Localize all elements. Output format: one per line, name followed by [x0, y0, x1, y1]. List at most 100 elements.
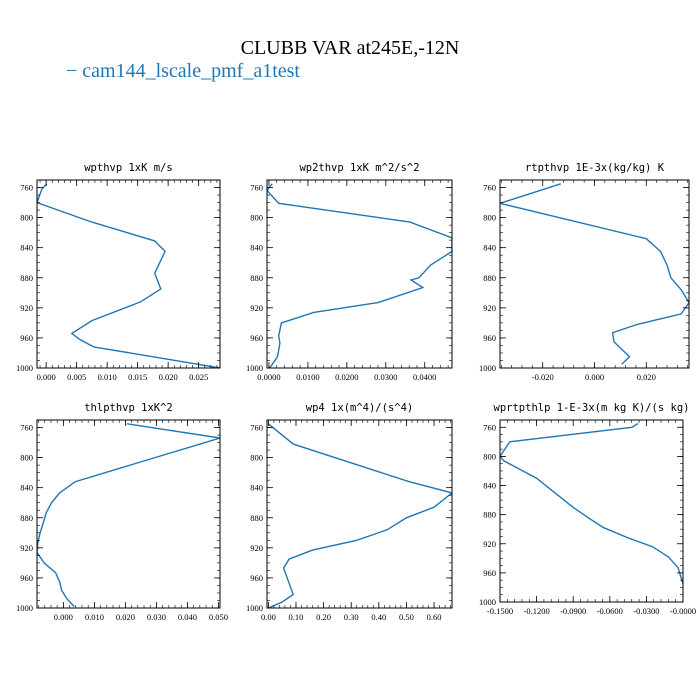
- x-tick-label: 0.040: [178, 612, 197, 622]
- y-tick-label: 880: [483, 510, 496, 520]
- x-tick-label: -0.1200: [523, 606, 549, 616]
- chart-panel-2: wp2thvp 1xK m^2/s^2 0.0000 0.0100 0.0200 0.0…: [246, 162, 453, 382]
- x-tick-label: -0.0000: [670, 606, 696, 616]
- y-tick-label: 760: [250, 183, 263, 193]
- x-tick-label: 0.0400: [413, 372, 436, 382]
- x-tick-label: 0.020: [116, 612, 135, 622]
- y-tick-label: 840: [250, 243, 263, 253]
- x-tick-label: -0.1500: [487, 606, 513, 616]
- x-tick-label: -0.0900: [560, 606, 586, 616]
- x-tick-label: -0.0600: [597, 606, 623, 616]
- y-tick-label: 760: [483, 183, 496, 193]
- y-tick-label: 960: [250, 333, 263, 343]
- x-tick-label: 0.60: [427, 612, 442, 622]
- y-tick-label: 880: [20, 513, 33, 523]
- series-line: [500, 183, 689, 365]
- series-line: [267, 423, 452, 608]
- panel-title: wpthvp 1xK m/s: [84, 162, 173, 174]
- x-tick-label: 0.030: [147, 612, 166, 622]
- x-tick-label: 0.10: [289, 612, 304, 622]
- y-tick-label: 800: [250, 453, 263, 463]
- x-tick-label: 0.010: [85, 612, 104, 622]
- x-tick-label: 0.0300: [374, 372, 397, 382]
- chart-panel-3: rtpthvp 1E-3x(kg/kg) K -0.020 0.000 0.020 76…: [479, 162, 690, 382]
- x-tick-label: -0.020: [532, 372, 554, 382]
- legend-entry: − cam144_lscale_pmf_a1test: [66, 60, 300, 82]
- y-tick-label: 760: [250, 423, 263, 433]
- x-tick-label: 0.025: [189, 372, 208, 382]
- plot-frame: [499, 419, 684, 603]
- y-tick-label: 1000: [479, 363, 496, 373]
- y-tick-label: 800: [250, 213, 263, 223]
- chart-panel-4: thlpthvp 1xK^2 0.000 0.010 0.020 0.030 0.040 0…: [16, 402, 228, 622]
- y-tick-label: 840: [250, 483, 263, 493]
- series-line: [37, 423, 220, 607]
- plot-frame: [499, 179, 690, 369]
- y-tick-label: 920: [250, 303, 263, 313]
- x-tick-label: 0.00: [261, 612, 276, 622]
- y-tick-label: 840: [20, 483, 33, 493]
- x-tick-label: 0.30: [344, 612, 359, 622]
- plot-frame: [36, 179, 221, 369]
- y-tick-label: 880: [250, 513, 263, 523]
- y-tick-label: 1000: [16, 603, 33, 613]
- x-tick-label: 0.020: [637, 372, 656, 382]
- y-tick-label: 800: [483, 213, 496, 223]
- y-tick-label: 920: [483, 303, 496, 313]
- y-tick-label: 760: [20, 183, 33, 193]
- y-tick-label: 1000: [246, 363, 263, 373]
- series-line: [500, 423, 683, 585]
- panel-title: wp4 1x(m^4)/(s^4): [306, 402, 413, 414]
- y-tick-label: 840: [483, 481, 496, 491]
- x-tick-label: 0.0000: [257, 372, 280, 382]
- x-tick-label: 0.40: [371, 612, 386, 622]
- y-tick-label: 840: [483, 243, 496, 253]
- y-tick-label: 960: [250, 573, 263, 583]
- series-line: [37, 183, 220, 368]
- plot-frame: [266, 419, 453, 609]
- y-tick-label: 880: [20, 273, 33, 283]
- x-tick-label: 0.000: [585, 372, 604, 382]
- x-tick-label: 0.0100: [296, 372, 319, 382]
- series-line: [267, 183, 452, 368]
- y-tick-label: 800: [483, 451, 496, 461]
- panel-title: thlpthvp 1xK^2: [84, 402, 173, 414]
- x-tick-label: 0.000: [54, 612, 73, 622]
- panel-title: rtpthvp 1E-3x(kg/kg) K: [525, 162, 665, 174]
- x-tick-label: 0.005: [67, 372, 86, 382]
- x-tick-label: 0.0200: [335, 372, 358, 382]
- y-tick-label: 880: [250, 273, 263, 283]
- x-tick-label: 0.020: [159, 372, 178, 382]
- x-tick-label: 0.000: [37, 372, 56, 382]
- y-tick-label: 880: [483, 273, 496, 283]
- plot-frame: [266, 179, 453, 369]
- y-tick-label: 920: [20, 543, 33, 553]
- y-tick-label: 760: [483, 422, 496, 432]
- x-tick-label: 0.050: [209, 612, 228, 622]
- x-tick-label: 0.010: [98, 372, 117, 382]
- y-tick-label: 1000: [479, 597, 496, 607]
- y-tick-label: 960: [483, 568, 496, 578]
- chart-panel-1: wpthvp 1xK m/s 0.000 0.005 0.010 0.015 0.020 0…: [16, 162, 221, 382]
- y-tick-label: 840: [20, 243, 33, 253]
- y-tick-label: 920: [250, 543, 263, 553]
- panel-title: wprtpthlp 1-E-3x(m kg K)/(s kg): [494, 402, 690, 414]
- y-tick-label: 960: [20, 333, 33, 343]
- y-tick-label: 800: [20, 453, 33, 463]
- y-tick-label: 1000: [246, 603, 263, 613]
- y-tick-label: 760: [20, 423, 33, 433]
- figure-title: CLUBB VAR at245E,-12N: [240, 37, 460, 59]
- chart-panel-5: wp4 1x(m^4)/(s^4) 0.00 0.10 0.20 0.30 0.40 0.5…: [246, 402, 453, 622]
- y-tick-label: 920: [20, 303, 33, 313]
- chart-panel-6: wprtpthlp 1-E-3x(m kg K)/(s kg) -0.1500 -0…: [479, 402, 696, 616]
- y-tick-label: 960: [20, 573, 33, 583]
- y-tick-label: 1000: [16, 363, 33, 373]
- panel-title: wp2thvp 1xK m^2/s^2: [299, 162, 419, 174]
- x-tick-label: 0.50: [399, 612, 414, 622]
- x-tick-label: 0.015: [128, 372, 147, 382]
- plot-frame: [36, 419, 221, 609]
- y-tick-label: 920: [483, 539, 496, 549]
- x-tick-label: 0.20: [316, 612, 331, 622]
- y-tick-label: 960: [483, 333, 496, 343]
